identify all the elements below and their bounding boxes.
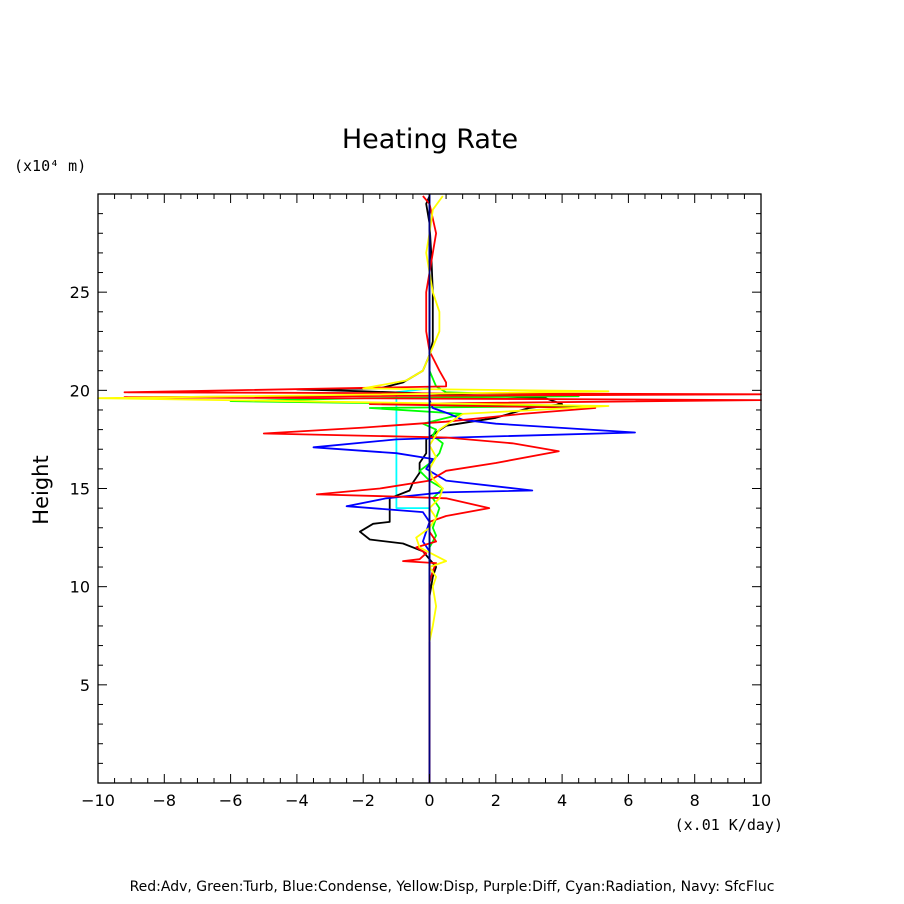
x-tick-label: −4 bbox=[285, 791, 309, 810]
x-axis-label: (x.01 K/day) bbox=[675, 816, 783, 834]
series-line-2 bbox=[229, 194, 590, 783]
series-line-0 bbox=[395, 194, 431, 783]
y-tick-label: 10 bbox=[70, 578, 90, 597]
x-tick-label: −2 bbox=[351, 791, 375, 810]
x-tick-label: −6 bbox=[219, 791, 243, 810]
y-tick-label: 25 bbox=[70, 283, 90, 302]
x-tick-label: −10 bbox=[81, 791, 115, 810]
x-tick-label: 6 bbox=[623, 791, 633, 810]
plot-frame bbox=[97, 193, 762, 784]
x-tick-label: 0 bbox=[424, 791, 434, 810]
ticks-layer bbox=[97, 194, 762, 783]
y-axis-label: Height bbox=[29, 455, 53, 524]
y-tick-label: 15 bbox=[70, 480, 90, 499]
x-tick-label: 8 bbox=[690, 791, 700, 810]
x-tick-label: 10 bbox=[751, 791, 771, 810]
series-line-3 bbox=[312, 194, 636, 783]
legend-caption: Red:Adv, Green:Turb, Blue:Condense, Yell… bbox=[130, 879, 775, 895]
y-tick-label: 5 bbox=[80, 676, 90, 695]
x-tick-label: −8 bbox=[153, 791, 177, 810]
x-tick-label: 2 bbox=[491, 791, 501, 810]
series-line-5 bbox=[97, 195, 610, 642]
x-tick-label: 4 bbox=[557, 791, 567, 810]
tick-labels: −10 −8 −6 −4 −2 0 2 4 6 8 10 5 10 15 20 25 bbox=[70, 283, 772, 810]
y-tick-label: 20 bbox=[70, 381, 90, 400]
y-axis-unit: (x10⁴ m) bbox=[14, 157, 86, 175]
series-line-1 bbox=[295, 195, 563, 783]
series-line-4 bbox=[123, 195, 762, 783]
chart-title: Heating Rate bbox=[342, 124, 518, 155]
series-layer bbox=[97, 194, 762, 783]
